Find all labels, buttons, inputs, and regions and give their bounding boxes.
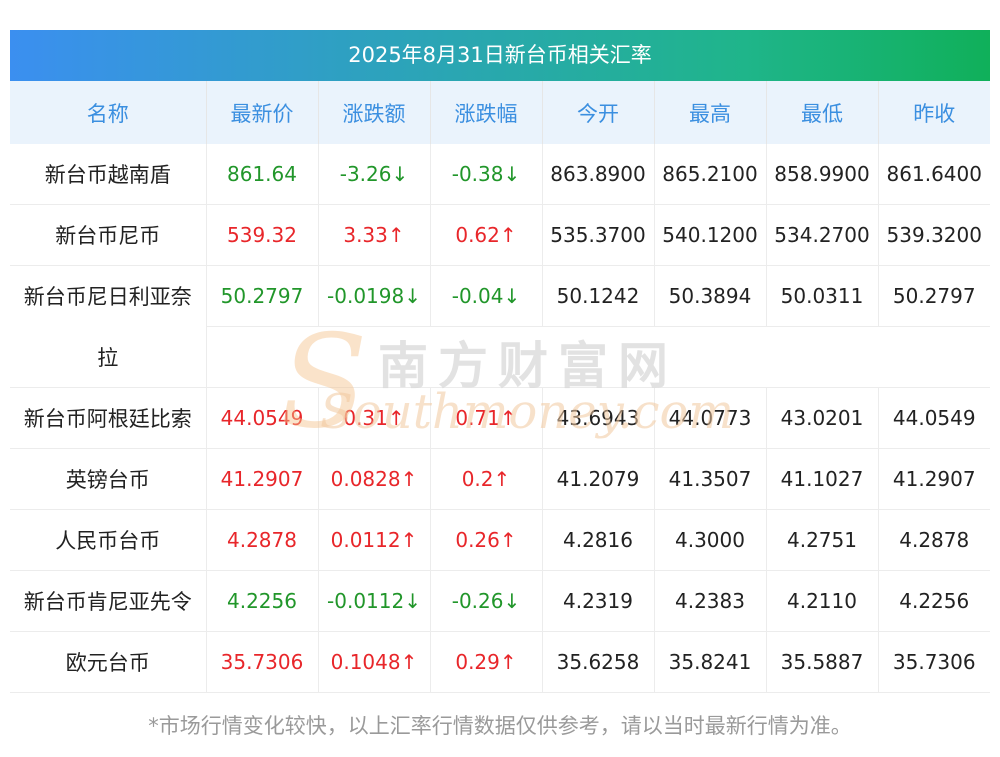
- col-header-high: 最高: [654, 81, 767, 144]
- cell-change-pct: -0.26↓: [430, 570, 543, 632]
- cell-change: -0.0198↓: [318, 265, 431, 327]
- table-row: 人民币台币 4.2878 0.0112↑ 0.26↑ 4.2816 4.3000 4.275…: [10, 509, 990, 571]
- cell-open: 4.2319: [542, 570, 655, 632]
- cell-change: -0.0112↓: [318, 570, 431, 632]
- cell-high: 50.3894: [654, 265, 767, 327]
- cell-name: 欧元台币: [10, 631, 207, 693]
- cell-low: 41.1027: [766, 448, 879, 510]
- cell-prev-close: 44.0549: [878, 387, 990, 449]
- table-row: 新台币越南盾 861.64 -3.26↓ -0.38↓ 863.8900 865.2100…: [10, 144, 990, 205]
- cell-high: 35.8241: [654, 631, 767, 693]
- header-row: 名称 最新价 涨跌额 涨跌幅 今开 最高 最低 昨收: [10, 81, 990, 144]
- cell-change: 0.0112↑: [318, 509, 431, 571]
- table-row: 新台币尼日利亚奈 50.2797 -0.0198↓ -0.04↓ 50.1242 50.3…: [10, 265, 990, 327]
- col-header-change-pct: 涨跌幅: [430, 81, 543, 144]
- cell-price: 4.2878: [206, 509, 319, 571]
- cell-change-pct: 0.62↑: [430, 204, 543, 266]
- cell-open: 35.6258: [542, 631, 655, 693]
- cell-low: 534.2700: [766, 204, 879, 266]
- cell-price: 4.2256: [206, 570, 319, 632]
- cell-name: 新台币肯尼亚先令: [10, 570, 207, 632]
- cell-price: 861.64: [206, 144, 319, 205]
- rate-table-panel: 2025年8月31日新台币相关汇率 名称 最新价 涨跌额 涨跌幅 今开 最高 最…: [10, 30, 990, 693]
- cell-open: 50.1242: [542, 265, 655, 327]
- cell-prev-close: 41.2907: [878, 448, 990, 510]
- col-header-price: 最新价: [206, 81, 319, 144]
- cell-price: 539.32: [206, 204, 319, 266]
- cell-name-continuation: 拉: [10, 326, 207, 388]
- table-row: 新台币尼币 539.32 3.33↑ 0.62↑ 535.3700 540.1200 534…: [10, 204, 990, 266]
- disclaimer-note: *市场行情变化较快，以上汇率行情数据仅供参考，请以当时最新行情为准。: [148, 714, 852, 738]
- cell-price: 41.2907: [206, 448, 319, 510]
- table-row: 新台币肯尼亚先令 4.2256 -0.0112↓ -0.26↓ 4.2319 4.2383…: [10, 570, 990, 632]
- col-header-name: 名称: [10, 81, 207, 144]
- cell-low: 43.0201: [766, 387, 879, 449]
- cell-name: 新台币越南盾: [10, 144, 207, 205]
- cell-low: 4.2751: [766, 509, 879, 571]
- table-row: 英镑台币 41.2907 0.0828↑ 0.2↑ 41.2079 41.3507 41.1…: [10, 448, 990, 510]
- cell-change: 0.0828↑: [318, 448, 431, 510]
- cell-name: 新台币尼币: [10, 204, 207, 266]
- cell-high: 4.2383: [654, 570, 767, 632]
- cell-change-pct: -0.38↓: [430, 144, 543, 205]
- cell-high: 865.2100: [654, 144, 767, 205]
- cell-prev-close: 35.7306: [878, 631, 990, 693]
- cell-high: 44.0773: [654, 387, 767, 449]
- cell-change-pct: 0.71↑: [430, 387, 543, 449]
- cell-prev-close: 539.3200: [878, 204, 990, 266]
- rate-table: 名称 最新价 涨跌额 涨跌幅 今开 最高 最低 昨收 新台币越南盾 861.64-…: [10, 81, 990, 693]
- cell-high: 41.3507: [654, 448, 767, 510]
- cell-prev-close: 4.2878: [878, 509, 990, 571]
- cell-change-pct: 0.2↑: [430, 448, 543, 510]
- cell-name: 新台币阿根廷比索: [10, 387, 207, 449]
- table-title: 2025年8月31日新台币相关汇率: [10, 30, 990, 81]
- cell-name: 人民币台币: [10, 509, 207, 571]
- cell-prev-close: 50.2797: [878, 265, 990, 327]
- cell-prev-close: 861.6400: [878, 144, 990, 205]
- table-row-continuation: 拉: [10, 326, 990, 388]
- cell-open: 863.8900: [542, 144, 655, 205]
- table-row: 欧元台币 35.7306 0.1048↑ 0.29↑ 35.6258 35.8241 35.…: [10, 631, 990, 693]
- cell-low: 35.5887: [766, 631, 879, 693]
- cell-change-pct: 0.26↑: [430, 509, 543, 571]
- col-header-change: 涨跌额: [318, 81, 431, 144]
- empty-cell: [206, 326, 990, 388]
- cell-low: 858.9900: [766, 144, 879, 205]
- cell-price: 35.7306: [206, 631, 319, 693]
- table-row: 新台币阿根廷比索 44.0549 0.31↑ 0.71↑ 43.6943 44.0773 4…: [10, 387, 990, 449]
- cell-open: 43.6943: [542, 387, 655, 449]
- cell-change-pct: 0.29↑: [430, 631, 543, 693]
- cell-low: 4.2110: [766, 570, 879, 632]
- cell-open: 535.3700: [542, 204, 655, 266]
- cell-price: 44.0549: [206, 387, 319, 449]
- cell-price: 50.2797: [206, 265, 319, 327]
- cell-change: 3.33↑: [318, 204, 431, 266]
- cell-prev-close: 4.2256: [878, 570, 990, 632]
- cell-open: 4.2816: [542, 509, 655, 571]
- col-header-low: 最低: [766, 81, 879, 144]
- cell-name: 英镑台币: [10, 448, 207, 510]
- cell-high: 540.1200: [654, 204, 767, 266]
- cell-change: -3.26↓: [318, 144, 431, 205]
- col-header-prev-close: 昨收: [878, 81, 990, 144]
- cell-name: 新台币尼日利亚奈: [10, 265, 207, 327]
- cell-open: 41.2079: [542, 448, 655, 510]
- col-header-open: 今开: [542, 81, 655, 144]
- cell-change: 0.31↑: [318, 387, 431, 449]
- cell-low: 50.0311: [766, 265, 879, 327]
- cell-high: 4.3000: [654, 509, 767, 571]
- cell-change-pct: -0.04↓: [430, 265, 543, 327]
- cell-change: 0.1048↑: [318, 631, 431, 693]
